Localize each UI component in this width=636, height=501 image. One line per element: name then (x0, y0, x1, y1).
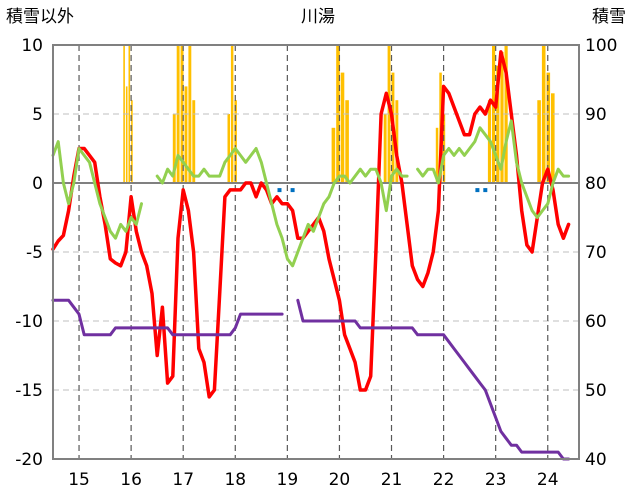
blue-mark-3 (483, 188, 488, 193)
y-tick-label-right-1: 90 (585, 105, 607, 125)
blue-mark-2 (475, 188, 480, 193)
snow-bar-1-0 (172, 114, 176, 183)
x-tick-label-0: 15 (68, 470, 90, 490)
snow-bar-7-3 (551, 93, 555, 183)
snow-bar-2-0 (227, 114, 230, 183)
x-tick-label-3: 18 (224, 470, 246, 490)
x-tick-label-9: 24 (537, 470, 559, 490)
snow-bar-0-3 (128, 45, 131, 183)
blue-mark-0 (277, 188, 282, 193)
snow-bar-1-4 (188, 45, 192, 183)
blue-mark-1 (290, 188, 295, 193)
snow-bar-2-1 (230, 45, 234, 183)
y-axis-label-left: 積雪以外 (6, 7, 74, 27)
x-tick-label-2: 17 (172, 470, 194, 490)
y-tick-label-left-3: -5 (26, 243, 43, 263)
x-tick-label-6: 21 (381, 470, 403, 490)
y-tick-label-left-6: -20 (15, 450, 43, 470)
snow-bar-6-3 (500, 51, 504, 184)
series-lines (51, 50, 571, 461)
snow-bar-3-2 (340, 72, 345, 183)
y-tick-label-left-2: 0 (32, 174, 43, 194)
y-tick-label-right-5: 50 (585, 381, 607, 401)
snow-bar-1-3 (184, 86, 188, 183)
snow-bar-6-2 (496, 65, 500, 183)
y-tick-label-left-4: -10 (15, 312, 43, 332)
x-tick-label-5: 20 (329, 470, 351, 490)
y-tick-label-right-4: 60 (585, 312, 607, 332)
series-line-green (51, 119, 571, 268)
x-tick-label-8: 23 (485, 470, 507, 490)
snow-bar-4-3 (395, 100, 399, 183)
x-tick-label-4: 19 (277, 470, 299, 490)
x-tick-label-7: 22 (433, 470, 455, 490)
y-tick-label-right-6: 40 (585, 450, 607, 470)
snow-bar-5-0 (435, 127, 439, 183)
y-tick-label-left-1: 5 (32, 105, 43, 125)
snow-bar-3-0 (331, 127, 336, 183)
y-axis-label-right: 積雪 (592, 7, 626, 27)
y-tick-label-left-0: 10 (21, 36, 43, 56)
snow-bar-4-0 (383, 114, 387, 183)
y-tick-label-left-5: -15 (15, 381, 43, 401)
snow-bar-3-3 (345, 100, 349, 183)
series-line-purple (51, 298, 571, 461)
snow-bar-0-2 (125, 86, 128, 183)
y-tick-label-right-0: 100 (585, 36, 617, 56)
y-tick-label-right-2: 80 (585, 174, 607, 194)
snow-bar-0-4 (131, 100, 133, 183)
y-tick-label-right-3: 70 (585, 243, 607, 263)
x-tick-label-1: 16 (120, 470, 142, 490)
plot-frame (52, 44, 580, 460)
snow-bar-4-1 (387, 45, 391, 183)
snow-bar-1-2 (180, 45, 184, 183)
snow-bar-2-2 (234, 100, 237, 183)
snow-bar-1-5 (192, 100, 196, 183)
snow-bar-7-0 (537, 100, 541, 183)
chart-title: 川湯 (301, 7, 335, 27)
